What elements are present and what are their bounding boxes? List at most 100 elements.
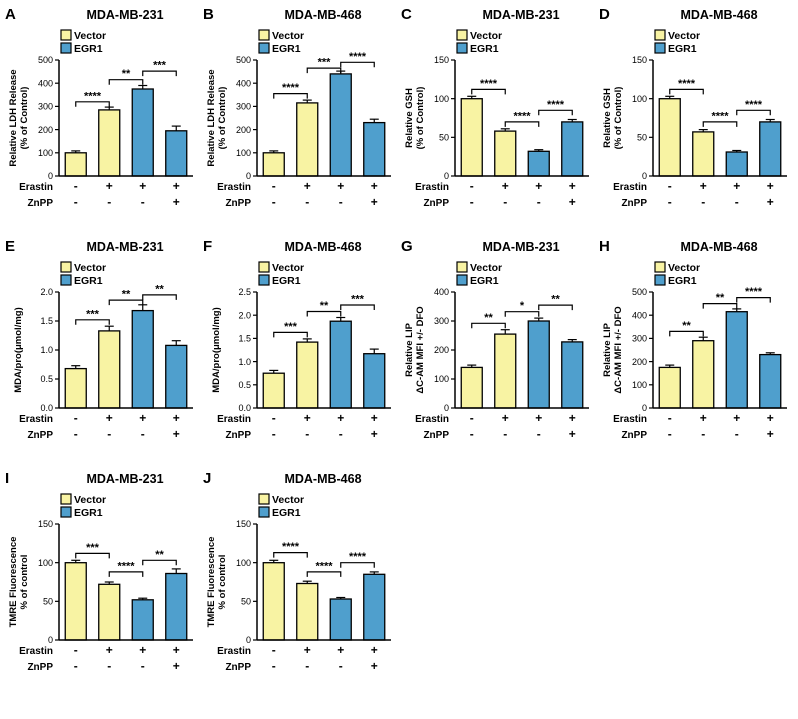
chart-title: MDA-MB-468 <box>284 240 362 254</box>
bar <box>725 151 748 177</box>
bar <box>296 341 319 409</box>
bar <box>98 109 121 177</box>
bar <box>296 582 319 641</box>
sig-label: **** <box>678 78 696 90</box>
bar <box>363 573 386 641</box>
x-row-label: Erastin <box>19 414 53 425</box>
figure-row-2: E MDA-MB-231 Vector EGR1 MDA/pro(μmol/mg) 0… <box>3 238 798 458</box>
chart-title: MDA-MB-231 <box>86 240 164 254</box>
x-row-label: ZnPP <box>225 662 251 673</box>
y-axis-label: TMRE Fluorescence <box>206 537 217 628</box>
panel-letter: H <box>599 238 610 255</box>
legend-label: Vector <box>272 494 304 506</box>
bar <box>725 311 748 409</box>
y-tick-label: 100 <box>38 148 53 158</box>
y-tick-label: 2.5 <box>238 287 251 297</box>
sig-label: **** <box>745 286 763 298</box>
panel-j: J MDA-MB-468 Vector EGR1 TMRE Fluorescence… <box>201 470 399 690</box>
panel-header: H MDA-MB-468 <box>597 238 795 258</box>
x-sign: + <box>502 179 509 193</box>
legend-label: EGR1 <box>74 275 103 287</box>
sig-bracket <box>306 310 342 317</box>
y-axis-label: Relative LDH Release <box>8 69 19 166</box>
chart-title: MDA-MB-231 <box>482 8 560 22</box>
legend-swatch <box>258 42 270 54</box>
sig-label: **** <box>513 110 531 122</box>
y-axis-label: Relative GSH <box>602 88 613 148</box>
x-sign: - <box>74 195 78 209</box>
x-row-label: ZnPP <box>621 198 647 209</box>
sig-bracket <box>108 299 144 306</box>
x-sign: - <box>735 195 739 209</box>
x-sign: - <box>668 195 672 209</box>
sig-label: **** <box>315 560 333 572</box>
bar <box>329 598 352 641</box>
bar-chart: Vector EGR1 Relative LDH Release (% of Cont… <box>3 26 201 226</box>
x-sign: - <box>339 427 343 441</box>
figure-row-1: A MDA-MB-231 Vector EGR1 Relative LDH Rele… <box>3 6 798 226</box>
sig-bracket <box>340 562 375 568</box>
x-sign: - <box>668 427 672 441</box>
sig-bracket <box>538 109 573 116</box>
x-row-label: Erastin <box>613 182 647 193</box>
y-tick-label: 100 <box>38 558 53 568</box>
y-axis-label: % of control <box>19 555 30 610</box>
x-sign: - <box>305 427 309 441</box>
x-sign: + <box>569 427 576 441</box>
legend-swatch <box>654 274 666 286</box>
sig-bracket <box>75 552 110 559</box>
y-axis-label: Relative LDH Release <box>206 69 217 166</box>
x-row-label: Erastin <box>217 646 251 657</box>
bar <box>329 73 352 177</box>
y-tick-label: 50 <box>439 133 449 143</box>
sig-label: **** <box>349 551 367 563</box>
sig-bracket <box>736 109 771 116</box>
bar <box>64 367 87 409</box>
legend-label: EGR1 <box>470 43 499 55</box>
x-sign: + <box>767 427 774 441</box>
x-sign: + <box>733 179 740 193</box>
panel-header: J MDA-MB-468 <box>201 470 399 490</box>
x-sign: - <box>107 427 111 441</box>
sig-label: ** <box>551 294 560 306</box>
y-tick-label: 100 <box>236 558 251 568</box>
x-sign: - <box>74 179 78 193</box>
panel-letter: A <box>5 6 16 23</box>
y-tick-label: 500 <box>236 55 251 65</box>
y-tick-label: 0 <box>444 171 449 181</box>
panel-d: D MDA-MB-468 Vector EGR1 Relative GSH (% of… <box>597 6 795 226</box>
x-sign: + <box>173 427 180 441</box>
y-axis-label: Relative GSH <box>404 88 415 148</box>
sig-bracket <box>273 552 308 558</box>
y-tick-label: 50 <box>43 597 53 607</box>
y-tick-label: 200 <box>434 345 449 355</box>
y-tick-label: 100 <box>236 148 251 158</box>
x-sign: - <box>470 427 474 441</box>
bar <box>329 320 352 409</box>
y-tick-label: 1.5 <box>238 334 251 344</box>
x-sign: + <box>139 179 146 193</box>
x-sign: + <box>173 179 180 193</box>
sig-label: **** <box>547 99 565 111</box>
panel-b: B MDA-MB-468 Vector EGR1 Relative LDH Rele… <box>201 6 399 226</box>
y-tick-label: 1.5 <box>40 316 53 326</box>
sig-label: **** <box>84 90 102 102</box>
chart-title: MDA-MB-468 <box>284 8 362 22</box>
x-sign: - <box>141 427 145 441</box>
y-tick-label: 200 <box>236 125 251 135</box>
y-tick-label: 100 <box>434 94 449 104</box>
y-tick-label: 150 <box>38 519 53 529</box>
y-tick-label: 150 <box>632 55 647 65</box>
x-sign: - <box>470 195 474 209</box>
y-axis-label: ΔC-AM MFI +/- DFO <box>613 306 624 393</box>
legend-swatch <box>258 274 270 286</box>
bar <box>494 333 517 409</box>
legend-label: EGR1 <box>74 507 103 519</box>
panel-header: A MDA-MB-231 <box>3 6 201 26</box>
sig-label: *** <box>86 308 100 320</box>
y-tick-label: 0 <box>642 403 647 413</box>
